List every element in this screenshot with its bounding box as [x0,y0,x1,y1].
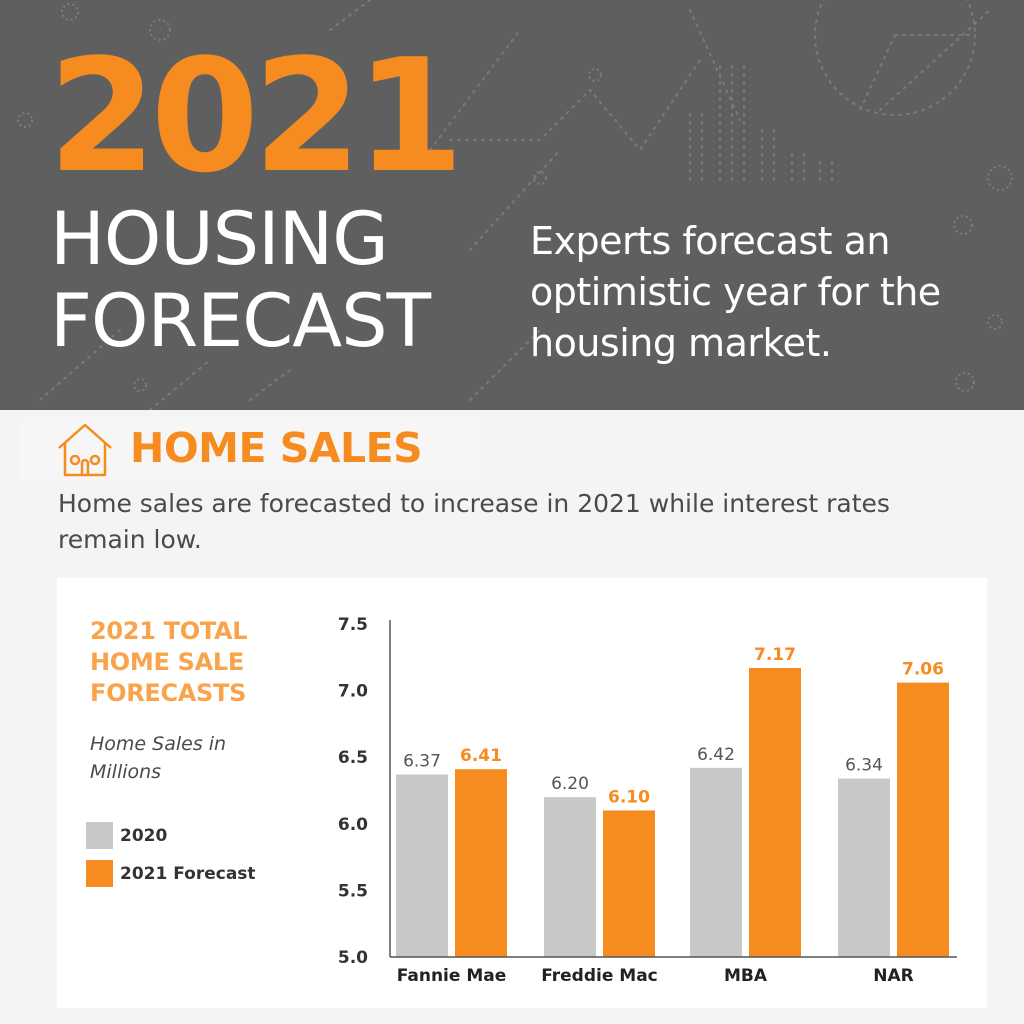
y-tick-label: 6.5 [338,748,368,768]
x-tick-label: Freddie Mac [541,966,658,986]
bar-2020 [544,797,596,957]
bar-value-label: 6.10 [608,787,650,807]
legend-label-2021-forecast: 2021 Forecast [120,864,256,884]
bar-2020 [690,767,742,957]
x-tick-label: NAR [873,966,913,986]
section-heading: HOME SALES [20,418,480,482]
legend-swatch-2020 [86,822,113,849]
bar-value-label: 7.17 [754,645,796,665]
header-banner: 2021 HOUSING FORECAST Experts forecast a… [0,0,1024,410]
x-tick-label: MBA [724,966,768,986]
x-tick-label: Fannie Mae [397,966,507,986]
y-tick-label: 7.0 [338,682,368,702]
bar-value-label: 6.42 [697,745,735,765]
decorative-background [17,0,1013,410]
headline-tagline: Experts forecast an optimistic year for … [530,219,941,365]
chart-title: 2021 TOTAL HOME SALE FORECASTS [90,617,248,707]
headline-year: 2021 [48,25,464,207]
legend-swatch-2021-forecast [86,860,113,887]
headline-title-line-2: FORECAST [50,279,431,364]
section-title: HOME SALES [130,424,423,472]
y-tick-label: 5.0 [338,948,368,968]
section-intro: Home sales are forecasted to increase in… [58,489,890,554]
bar-2021-forecast [455,769,507,957]
bar-value-label: 6.20 [551,774,589,794]
bar-value-label: 6.34 [845,756,883,776]
chart-units-label: Home Sales in Millions [90,733,227,783]
bar-2021-forecast [603,810,655,957]
y-tick-label: 5.5 [338,881,368,901]
bar-value-label: 6.37 [403,752,441,772]
bar-2021-forecast [897,682,949,957]
y-tick-label: 6.0 [338,815,368,835]
bar-value-label: 6.41 [460,746,502,766]
bar-chart: 5.0 5.5 6.0 6.5 7.0 7.5 6.37 6.41 Fannie Mae 6.20… [338,615,957,986]
headline-title-line-1: HOUSING [50,197,389,282]
bar-2020 [838,778,890,957]
house-icon [58,423,112,477]
bar-2021-forecast [749,667,801,957]
bar-value-label: 7.06 [902,660,944,680]
y-tick-label: 7.5 [338,615,368,635]
bar-2020 [396,774,448,957]
chart-card: 2021 TOTAL HOME SALE FORECASTS Home Sale… [57,578,987,1008]
legend-label-2020: 2020 [120,826,168,846]
